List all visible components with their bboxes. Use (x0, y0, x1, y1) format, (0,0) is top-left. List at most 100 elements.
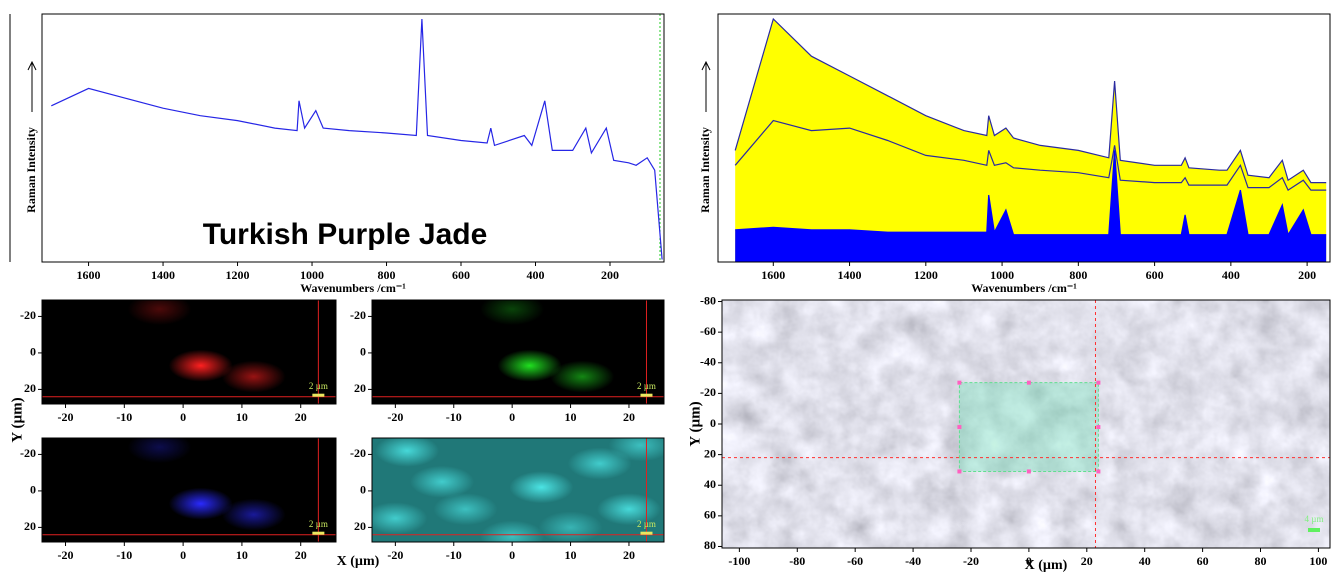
area (735, 19, 1327, 262)
x-tick-label: 80 (1255, 554, 1267, 568)
x-tick-label: 600 (1146, 268, 1164, 282)
y-axis-label: Y (µm) (687, 401, 703, 446)
intensity-spot (410, 465, 475, 498)
frame (717, 13, 1331, 263)
frame (41, 437, 337, 543)
y-tick-label: -40 (700, 355, 716, 369)
x-tick-label: 600 (452, 268, 470, 282)
x-tick-label: -20 (963, 554, 979, 568)
intensity-spot (480, 300, 545, 326)
x-tick-label: 10 (236, 548, 248, 562)
x-tick-label: 1400 (838, 268, 862, 282)
scale-label: 2 µm (309, 381, 328, 391)
x-tick-label: -40 (905, 554, 921, 568)
y-tick-label: -20 (350, 446, 366, 460)
frame (371, 437, 665, 543)
x-tick-label: 10 (565, 410, 577, 424)
plot-area (51, 18, 663, 260)
x-tick-label: -10 (116, 548, 132, 562)
intensity-spot (127, 300, 192, 326)
plot-area (42, 438, 336, 542)
x-tick-label: -60 (847, 554, 863, 568)
x-tick-label: 40 (1139, 554, 1151, 568)
plot-area (372, 438, 664, 542)
x-axis-label: X (µm) (1025, 558, 1068, 573)
region-handle (957, 469, 962, 474)
x-tick-label: 20 (295, 410, 307, 424)
x-tick-label: 1600 (77, 268, 101, 282)
y-tick-label: 0 (710, 416, 716, 430)
frame (41, 299, 337, 405)
y-tick-label: 20 (24, 381, 36, 395)
x-tick-label: 0 (180, 548, 186, 562)
scale-label: 2 µm (309, 519, 328, 529)
x-tick-label: 1600 (761, 268, 785, 282)
region-handle (1096, 469, 1101, 474)
x-tick-label: -100 (728, 554, 750, 568)
x-tick-label: 20 (623, 410, 635, 424)
intensity-spot (567, 447, 632, 480)
intensity-spot (550, 360, 615, 393)
x-tick-label: 800 (378, 268, 396, 282)
x-tick-label: 1400 (151, 268, 175, 282)
y-tick-label: -80 (700, 293, 716, 307)
x-tick-label: 20 (623, 548, 635, 562)
x-axis-label: Wavenumbers /cm⁻¹ (300, 281, 406, 295)
intensity-spot (221, 498, 286, 531)
x-tick-label: 20 (295, 548, 307, 562)
x-tick-label: 800 (1069, 268, 1087, 282)
x-tick-label: -10 (446, 548, 462, 562)
x-tick-label: 1200 (226, 268, 250, 282)
plot-area (42, 300, 336, 404)
x-tick-label: 10 (236, 410, 248, 424)
x-tick-label: 1000 (300, 268, 324, 282)
x-tick-label: -10 (446, 410, 462, 424)
scale-bar (312, 393, 325, 397)
scale-bar (640, 393, 653, 397)
plot-area (734, 17, 1327, 262)
y-tick-label: -20 (350, 308, 366, 322)
intensity-spot (375, 438, 440, 467)
region-handle (1096, 425, 1101, 430)
y-axis-label: Raman Intensity (698, 127, 712, 213)
intensity-spot (596, 493, 661, 526)
x-tick-label: 400 (527, 268, 545, 282)
scale-label: 2 µm (637, 519, 656, 529)
x-tick-label: -20 (58, 548, 74, 562)
x-axis-label: Wavenumbers /cm⁻¹ (971, 281, 1077, 295)
axis-arrow (701, 60, 711, 112)
region-handle (957, 380, 962, 385)
area (735, 150, 1327, 262)
x-tick-label: -20 (387, 548, 403, 562)
intensity-spot (221, 360, 286, 393)
spectrum-line (51, 18, 663, 260)
scale-bar (1308, 528, 1320, 532)
intensity-spot (608, 438, 664, 462)
spectrum-line (735, 150, 1327, 237)
y-tick-label: 20 (354, 381, 366, 395)
region-handle (1096, 380, 1101, 385)
y-tick-label: 20 (24, 519, 36, 533)
y-tick-label: 0 (30, 483, 36, 497)
plot-area (372, 300, 664, 404)
intensity-spot (497, 349, 562, 382)
scale-label: 4 µm (1305, 514, 1324, 524)
x-tick-label: 1200 (914, 268, 938, 282)
x-tick-label: 100 (1309, 554, 1327, 568)
x-tick-label: 10 (565, 548, 577, 562)
intensity-spot (538, 511, 603, 542)
x-tick-label: 60 (1197, 554, 1209, 568)
region-handle (957, 425, 962, 430)
x-tick-label: 1000 (990, 268, 1014, 282)
intensity-spot (480, 520, 545, 542)
y-tick-label: 40 (704, 477, 716, 491)
micrograph (722, 300, 1330, 548)
region-handle (1026, 469, 1031, 474)
x-tick-label: -10 (116, 410, 132, 424)
x-tick-label: -20 (58, 410, 74, 424)
plot-area (722, 300, 1330, 548)
x-tick-label: 400 (1222, 268, 1240, 282)
frame (371, 299, 665, 405)
axis-arrow (27, 60, 37, 112)
